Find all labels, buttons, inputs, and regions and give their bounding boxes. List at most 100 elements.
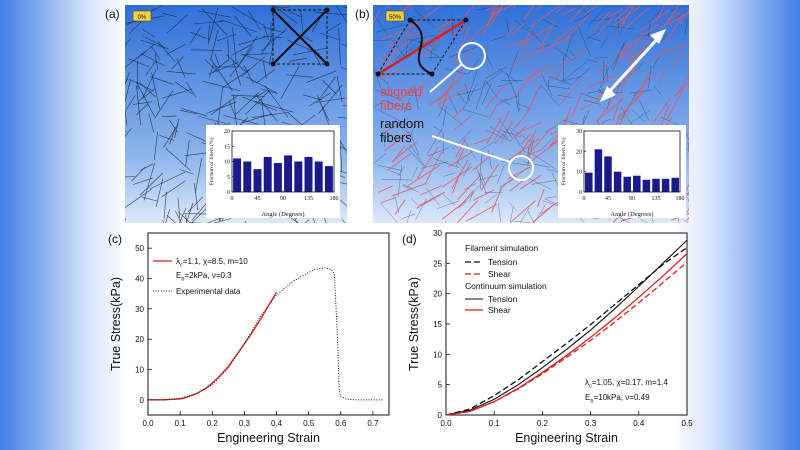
fiber-segment <box>243 65 254 84</box>
fiber-segment <box>588 5 607 27</box>
x-tick-label: 0.2 <box>537 419 549 428</box>
fiber-segment <box>484 194 498 204</box>
fiber-segment <box>185 139 190 167</box>
fiber-segment <box>402 184 414 190</box>
fiber-segment <box>599 36 608 50</box>
fiber-segment <box>190 49 223 51</box>
fiber-segment <box>478 175 498 181</box>
y-tick-label: 5 <box>227 175 230 181</box>
x-tick-label: 90 <box>280 196 286 202</box>
fiber-segment <box>220 19 257 32</box>
fiber-segment <box>601 118 611 124</box>
x-tick-label: 0.1 <box>175 419 187 428</box>
panel-b-label: (b) <box>355 7 370 21</box>
aligned-fibers-label-line2: fibers <box>380 98 412 113</box>
fiber-segment <box>179 169 194 175</box>
aligned-fiber-segment <box>679 10 689 24</box>
fiber-segment <box>187 196 203 212</box>
aligned-fiber-segment <box>593 10 612 30</box>
random-fibers-label: random fibers <box>380 116 428 145</box>
fiber-segment <box>614 83 621 99</box>
fiber-segment <box>467 69 478 100</box>
fiber-segment <box>640 218 648 223</box>
y-axis-label: True Stress(kPa) <box>109 277 123 371</box>
x-tick-label: 0.4 <box>271 419 283 428</box>
panel-b-strain-badge-text: 50% <box>389 15 402 21</box>
fiber-segment <box>179 109 197 115</box>
random-fibers-label-line1: random <box>380 116 424 131</box>
aligned-fiber-segment <box>510 200 536 223</box>
fiber-segment <box>463 109 489 118</box>
panel-b: (b) 50% aligned fibers random fibers <box>355 5 689 223</box>
fiber-segment <box>375 89 404 101</box>
fiber-segment <box>204 59 219 73</box>
fiber-segment <box>212 59 229 74</box>
panel-d-chart: 0.0 0.1 0.2 0.3 0.4 0.5 0 5 10 15 20 25 30 Engineerin… <box>407 229 693 445</box>
aligned-fiber-segment <box>532 204 555 223</box>
fiber-segment <box>448 95 458 115</box>
fiber-segment <box>157 41 176 63</box>
fiber-segment <box>437 200 460 209</box>
fiber-segment <box>569 49 577 59</box>
fiber-segment <box>687 197 689 202</box>
aligned-fiber-segment <box>481 164 499 191</box>
aligned-fiber-segment <box>455 137 467 158</box>
aligned-fiber-segment <box>438 83 454 102</box>
fiber-segment <box>194 158 202 194</box>
fiber-segment <box>568 67 590 88</box>
fiber-segment <box>327 22 342 32</box>
fiber-segment <box>652 57 659 69</box>
fiber-segment <box>498 97 507 106</box>
aligned-fiber-segment <box>507 39 526 47</box>
legend-filament-tension-label: Tension <box>488 257 518 267</box>
aligned-fiber-segment <box>675 74 689 97</box>
y-axis-label: True Stress(kPa) <box>407 277 421 371</box>
fiber-segment <box>629 109 652 124</box>
fiber-segment <box>451 128 473 150</box>
fiber-segment <box>161 88 193 99</box>
aligned-fiber-segment <box>568 5 587 23</box>
fiber-segment <box>480 171 486 185</box>
aligned-fiber-segment <box>611 98 622 122</box>
aligned-fiber-segment <box>584 5 599 15</box>
aligned-fiber-segment <box>617 90 646 119</box>
panel-b-deformed-cell-icon <box>375 17 469 77</box>
x-tick-label: 45 <box>255 196 261 202</box>
fiber-segment <box>316 97 346 103</box>
fiber-segment <box>154 90 174 119</box>
random-fiber-pointer <box>431 135 511 163</box>
fiber-segment <box>540 84 560 108</box>
fiber-segment <box>264 85 289 118</box>
fiber-segment <box>445 68 468 75</box>
fiber-segment <box>398 117 409 127</box>
aligned-fiber-segment <box>394 199 406 215</box>
plot-frame <box>147 232 390 416</box>
aligned-fiber-segment <box>621 5 636 25</box>
fiber-segment <box>162 12 177 18</box>
fiber-segment <box>427 147 450 157</box>
fiber-segment <box>411 166 418 179</box>
fiber-segment <box>155 178 164 208</box>
fiber-segment <box>497 82 513 87</box>
fiber-segment <box>308 92 331 107</box>
fiber-segment <box>166 14 188 34</box>
fiber-segment <box>517 103 531 110</box>
fiber-segment <box>125 72 130 85</box>
aligned-fiber-segment <box>513 67 540 98</box>
legend-group-continuum-title: Continuum simulation <box>465 281 547 291</box>
fiber-segment <box>580 93 599 100</box>
fiber-segment <box>531 179 560 185</box>
aligned-fiber-segment <box>485 5 499 11</box>
fiber-segment <box>481 82 492 106</box>
aligned-fibers-label-line1: aligned <box>380 84 422 99</box>
y-tick-label: 40 <box>135 275 144 284</box>
y-tick-label: 50 <box>135 244 144 253</box>
x-tick-label: 135 <box>304 196 313 202</box>
fiber-segment <box>480 141 496 150</box>
aligned-fiber-segment <box>438 86 469 105</box>
fiber-segment <box>313 11 347 16</box>
fiber-segment <box>317 95 331 128</box>
fiber-segment <box>438 106 464 126</box>
aligned-fiber-segment <box>640 9 671 31</box>
series-line-continuum-tension <box>445 239 688 416</box>
